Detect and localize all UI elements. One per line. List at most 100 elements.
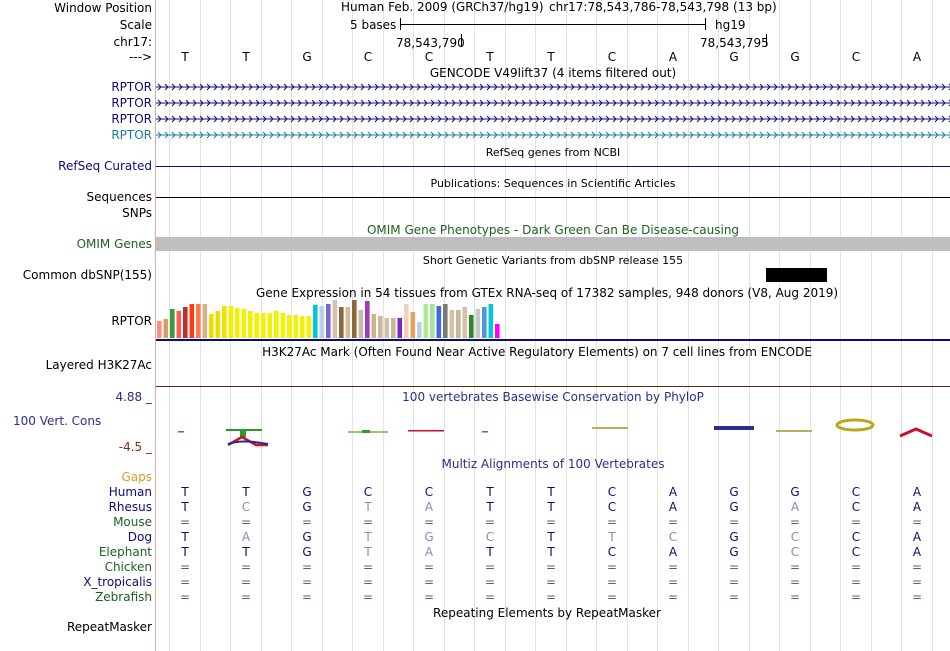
gencode-gene-lines[interactable] [156,80,950,144]
gtex-tissue-bar[interactable] [345,307,351,338]
gtex-tissue-bar[interactable] [228,306,234,338]
gtex-tissue-bar[interactable] [326,304,331,338]
gene-label-rptor[interactable]: RPTOR [111,128,152,142]
gtex-tissue-bar[interactable] [423,304,429,338]
gene-label-rptor[interactable]: RPTOR [111,96,152,110]
reference-base: G [790,50,800,64]
gtex-tissue-bar[interactable] [189,304,195,338]
omim-track-label[interactable]: OMIM Genes [76,237,152,251]
gene-line-rptor[interactable] [156,99,950,107]
gtex-tissue-bar[interactable] [157,321,162,338]
gtex-tissue-bar[interactable] [261,313,266,338]
gtex-tissue-bar[interactable] [215,311,221,338]
gtex-tissue-bar[interactable] [371,314,377,338]
alignment-base: = [728,560,740,574]
snps-track-label[interactable]: SNPs [122,206,152,220]
gtex-tissue-bar[interactable] [358,310,364,338]
gtex-tissue-bar[interactable] [384,318,390,338]
gene-line-rptor[interactable] [156,131,950,139]
reference-base: A [912,50,922,64]
strand-chevrons [157,99,950,107]
gtex-gene-label[interactable]: RPTOR [111,314,152,328]
gtex-tissue-bar[interactable] [462,307,468,338]
publications-sequence-line[interactable] [156,197,950,198]
gtex-tissue-bar[interactable] [332,300,338,338]
grid-line [871,0,872,651]
sequences-track-label[interactable]: Sequences [86,190,152,204]
repeatmasker-track-title: Repeating Elements by RepeatMasker [433,606,661,620]
alignment-base: G [729,500,739,514]
gtex-tissue-bar[interactable] [482,307,487,338]
gtex-tissue-bar[interactable] [222,306,227,338]
gene-line-rptor[interactable] [156,115,950,123]
gtex-tissue-bar[interactable] [391,318,396,338]
gtex-gene-line[interactable] [156,339,950,341]
refseq-track-label[interactable]: RefSeq Curated [58,159,152,173]
alignment-base: C [851,545,861,559]
gtex-tissue-bar[interactable] [287,315,292,338]
gtex-tissue-bar[interactable] [202,304,208,338]
refseq-gene-line[interactable] [156,166,950,167]
snp-variant-block[interactable] [766,268,827,282]
gtex-tissue-bar[interactable] [209,314,214,338]
gene-line-rptor[interactable] [156,83,950,91]
gtex-tissue-bar[interactable] [248,311,253,338]
grid-line [718,0,719,651]
alignment-base: = [240,590,252,604]
gtex-tissue-bar[interactable] [183,307,188,338]
gene-label-rptor[interactable]: RPTOR [111,112,152,126]
gtex-tissue-bar[interactable] [267,313,273,338]
gtex-tissue-bar[interactable] [495,324,500,338]
gtex-tissue-bar[interactable] [404,304,409,338]
gtex-tissue-bar[interactable] [274,311,279,338]
gaps-track-label[interactable]: Gaps [121,470,152,484]
gtex-tissue-bar[interactable] [352,300,357,338]
repeatmasker-track-label[interactable]: RepeatMasker [66,620,152,634]
alignment-base: = [423,575,435,589]
cons-mark-8 [776,430,812,432]
gtex-tissue-bar[interactable] [319,306,325,338]
gtex-tissue-bar[interactable] [475,309,481,338]
gtex-tissue-bar[interactable] [339,307,344,338]
gtex-tissue-bar[interactable] [306,316,312,338]
alignment-base: = [789,590,801,604]
gtex-tissue-bar[interactable] [456,310,461,338]
gtex-tissue-bar[interactable] [300,316,305,338]
gtex-tissue-bar[interactable] [365,301,370,338]
alignment-base: = [789,515,801,529]
gtex-tissue-bar[interactable] [170,309,175,338]
gtex-tissue-bar[interactable] [430,304,435,338]
gtex-tissue-bar[interactable] [436,306,442,338]
omim-gene-bar[interactable] [156,237,950,251]
alignment-base: C [363,485,373,499]
gtex-tissue-bar[interactable] [378,316,383,338]
gtex-tissue-bar[interactable] [449,310,455,338]
gtex-tissue-bar[interactable] [313,305,318,338]
gtex-tissue-bar[interactable] [196,304,201,338]
gtex-tissue-bar[interactable] [176,311,182,338]
conservation-logo-plot[interactable] [156,405,950,450]
gtex-expression-chart[interactable] [156,298,556,338]
grid-line [840,0,841,651]
gtex-tissue-bar[interactable] [254,313,260,338]
gtex-tissue-bar[interactable] [235,308,240,338]
conservation-track-label[interactable]: 100 Vert. Cons [13,414,102,428]
gtex-tissue-bar[interactable] [163,319,169,338]
h3k27ac-signal-line[interactable] [156,386,950,387]
gtex-tissue-bar[interactable] [397,318,403,338]
gtex-tissue-bar[interactable] [280,313,286,338]
gtex-tissue-bar[interactable] [443,304,448,338]
gtex-tissue-bar[interactable] [469,315,474,338]
gtex-tissue-bar[interactable] [241,309,247,338]
gtex-tissue-bar[interactable] [417,322,422,338]
dbsnp-track-label[interactable]: Common dbSNP(155) [22,268,152,282]
gtex-tissue-bar[interactable] [293,315,299,338]
gtex-tissue-bar[interactable] [410,312,416,338]
gtex-tissue-bar[interactable] [488,304,494,338]
grid-line [688,0,689,651]
alignment-base: G [729,530,739,544]
alignment-base: = [850,560,862,574]
gene-label-rptor[interactable]: RPTOR [111,80,152,94]
h3k27ac-track-label[interactable]: Layered H3K27Ac [45,358,152,372]
